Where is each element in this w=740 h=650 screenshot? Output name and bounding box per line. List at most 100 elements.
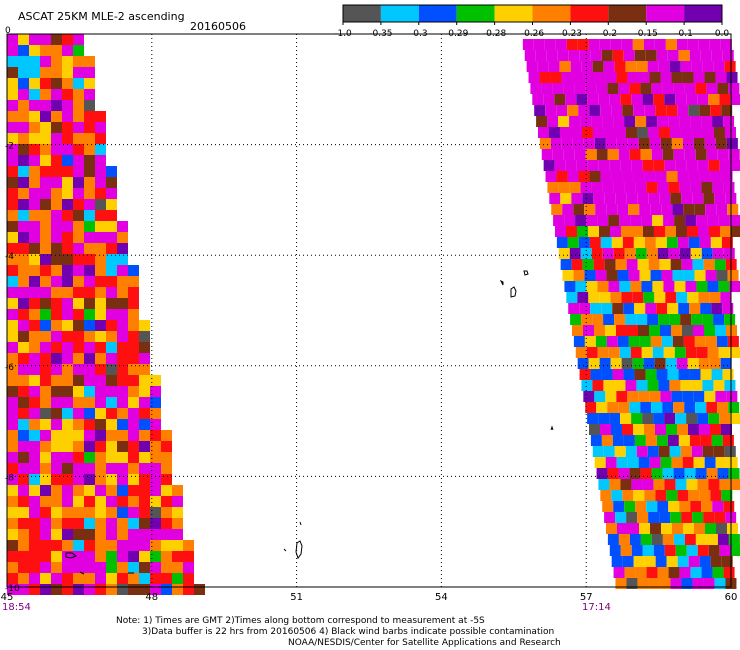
swath-pixel bbox=[665, 358, 677, 369]
swath-pixel bbox=[679, 567, 691, 578]
swath-pixel bbox=[720, 292, 732, 303]
swath-pixel bbox=[666, 490, 678, 501]
swath-pixel bbox=[117, 441, 128, 452]
swath-pixel bbox=[645, 369, 657, 380]
swath-pixel bbox=[139, 485, 150, 496]
swath-pixel bbox=[7, 298, 18, 309]
swath-pixel bbox=[641, 347, 653, 358]
swath-pixel bbox=[7, 474, 18, 485]
swath-pixel bbox=[73, 397, 84, 408]
swath-pixel bbox=[117, 265, 128, 276]
island-outline bbox=[283, 548, 287, 552]
swath-pixel bbox=[689, 50, 701, 61]
swath-pixel bbox=[608, 281, 620, 292]
swath-pixel bbox=[106, 540, 117, 551]
swath-pixel bbox=[633, 490, 645, 501]
swath-pixel bbox=[571, 259, 583, 270]
swath-pixel bbox=[633, 556, 645, 567]
swath-pixel bbox=[704, 457, 716, 468]
swath-pixel bbox=[62, 78, 73, 89]
swath-pixel bbox=[117, 254, 128, 265]
swath-pixel bbox=[705, 523, 717, 534]
swath-pixel bbox=[712, 248, 724, 259]
swath-pixel bbox=[29, 298, 40, 309]
swath-pixel bbox=[40, 551, 51, 562]
swath-pixel bbox=[710, 490, 722, 501]
swath-pixel bbox=[701, 182, 713, 193]
swath-pixel bbox=[634, 50, 646, 61]
swath-pixel bbox=[139, 441, 150, 452]
swath-pixel bbox=[29, 496, 40, 507]
swath-pixel bbox=[622, 105, 634, 116]
swath-pixel bbox=[681, 193, 693, 204]
swath-pixel bbox=[648, 512, 660, 523]
swath-pixel bbox=[605, 72, 617, 83]
swath-pixel bbox=[95, 507, 106, 518]
swath-pixel bbox=[95, 342, 106, 353]
swath-pixel bbox=[106, 562, 117, 573]
swath-time-left: 18:54 bbox=[2, 602, 31, 613]
swath-pixel bbox=[580, 116, 592, 127]
swath-pixel bbox=[656, 303, 668, 314]
swath-pixel bbox=[106, 320, 117, 331]
swath-pixel bbox=[40, 441, 51, 452]
swath-pixel bbox=[627, 457, 639, 468]
swath-pixel bbox=[659, 578, 671, 589]
swath-pixel bbox=[681, 512, 693, 523]
swath-pixel bbox=[582, 325, 594, 336]
swath-pixel bbox=[29, 78, 40, 89]
swath-pixel bbox=[51, 133, 62, 144]
swath-pixel bbox=[702, 446, 714, 457]
swath-pixel bbox=[73, 232, 84, 243]
swath-pixel bbox=[51, 529, 62, 540]
swath-pixel bbox=[680, 61, 692, 72]
swath-pixel bbox=[29, 430, 40, 441]
swath-pixel bbox=[566, 39, 578, 50]
swath-pixel bbox=[95, 287, 106, 298]
swath-pixel bbox=[29, 254, 40, 265]
swath-pixel bbox=[51, 210, 62, 221]
swath-pixel bbox=[620, 413, 632, 424]
swath-pixel bbox=[727, 336, 739, 347]
swath-pixel bbox=[62, 309, 73, 320]
swath-pixel bbox=[569, 116, 581, 127]
swath-pixel bbox=[690, 501, 702, 512]
swath-pixel bbox=[588, 424, 600, 435]
swath-pixel bbox=[662, 83, 674, 94]
swath-pixel bbox=[62, 419, 73, 430]
swath-pixel bbox=[730, 545, 740, 556]
swath-pixel bbox=[577, 358, 589, 369]
swath-pixel bbox=[534, 105, 546, 116]
swath-pixel bbox=[95, 430, 106, 441]
swath-pixel bbox=[40, 309, 51, 320]
swath-pixel bbox=[608, 347, 620, 358]
swath-pixel bbox=[139, 375, 150, 386]
swath-pixel bbox=[128, 551, 139, 562]
swath-pixel bbox=[702, 61, 714, 72]
swath-pixel bbox=[594, 72, 606, 83]
swath-pixel bbox=[722, 435, 734, 446]
swath-pixel bbox=[657, 567, 669, 578]
swath-pixel bbox=[604, 325, 616, 336]
swath-pixel bbox=[73, 419, 84, 430]
swath-pixel bbox=[620, 94, 632, 105]
right-swath bbox=[522, 39, 740, 589]
swath-pixel bbox=[727, 204, 739, 215]
swath-pixel bbox=[730, 413, 740, 424]
swath-pixel bbox=[583, 391, 595, 402]
swath-pixel bbox=[607, 468, 619, 479]
swath-pixel bbox=[679, 501, 691, 512]
swath-pixel bbox=[688, 105, 700, 116]
swath-pixel bbox=[95, 298, 106, 309]
swath-pixel bbox=[106, 408, 117, 419]
swath-pixel bbox=[73, 155, 84, 166]
swath-pixel bbox=[706, 534, 718, 545]
swath-pixel bbox=[689, 369, 701, 380]
swath-pixel bbox=[703, 512, 715, 523]
swath-pixel bbox=[592, 446, 604, 457]
swath-pixel bbox=[84, 221, 95, 232]
swath-pixel bbox=[84, 188, 95, 199]
swath-pixel bbox=[635, 182, 647, 193]
swath-pixel bbox=[724, 446, 736, 457]
swath-pixel bbox=[610, 39, 622, 50]
